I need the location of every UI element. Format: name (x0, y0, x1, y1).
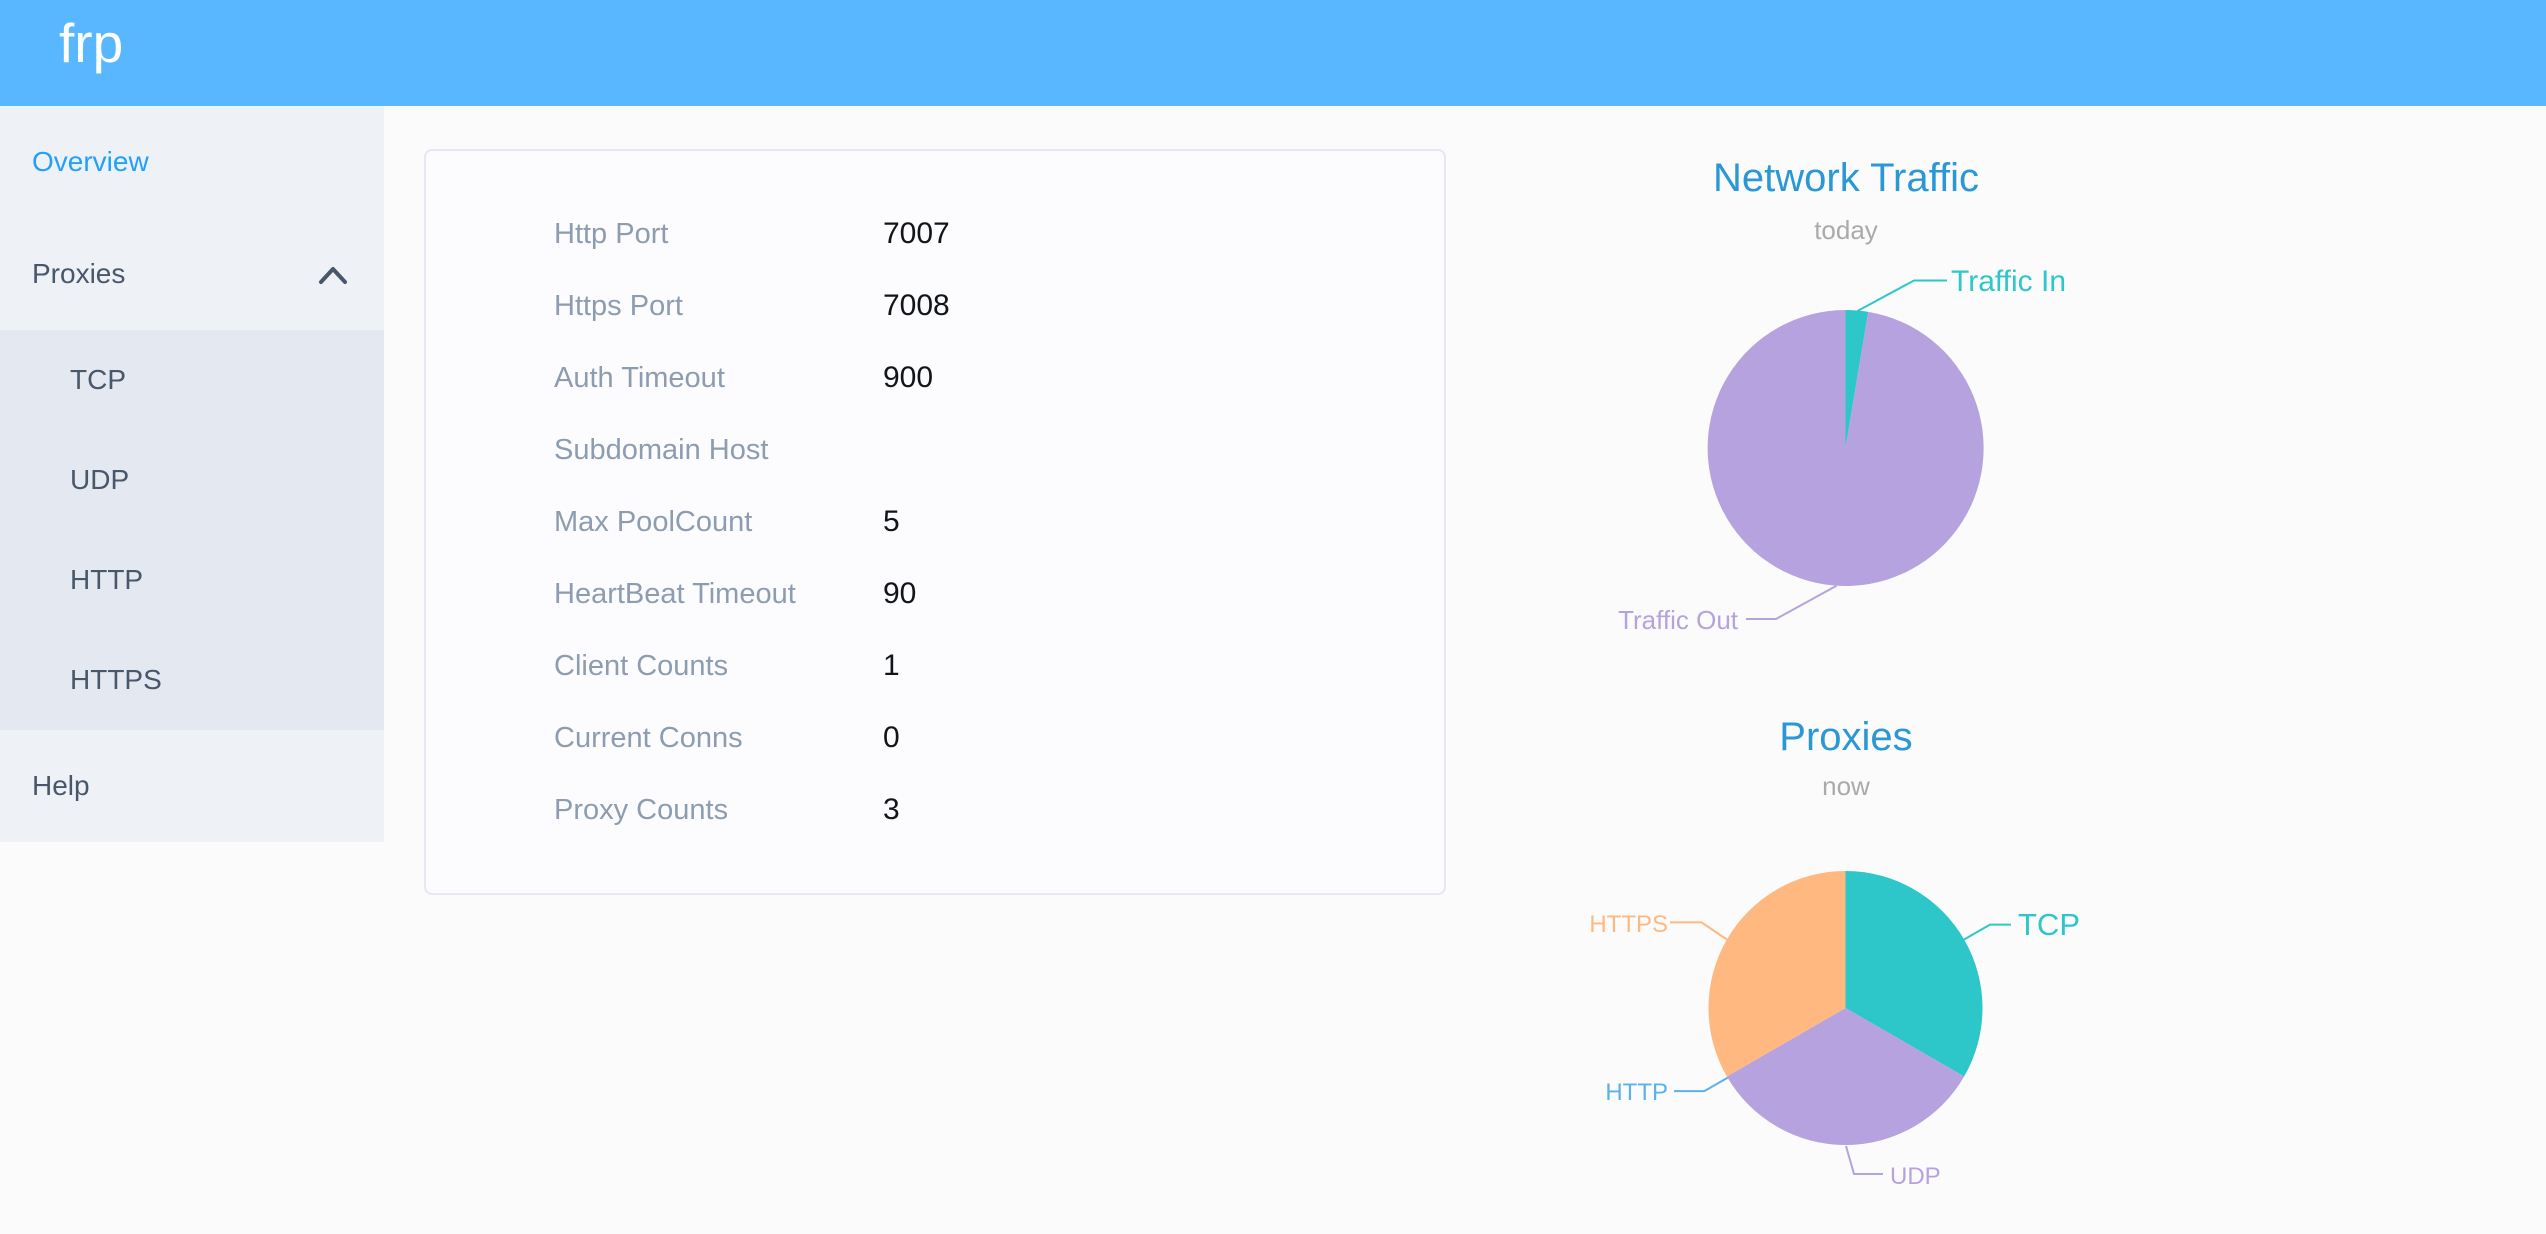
svg-text:HTTPS: HTTPS (1589, 911, 1668, 938)
svg-text:TCP: TCP (2018, 907, 2080, 942)
svg-text:today: today (1814, 215, 1878, 245)
svg-text:HTTP: HTTP (1605, 1079, 1668, 1106)
svg-text:UDP: UDP (1890, 1163, 1941, 1190)
svg-text:now: now (1822, 771, 1870, 801)
svg-text:Traffic Out: Traffic Out (1618, 605, 1739, 635)
svg-text:Network Traffic: Network Traffic (1713, 156, 1979, 200)
svg-text:Proxies: Proxies (1779, 715, 1912, 759)
svg-text:Traffic In: Traffic In (1951, 265, 2066, 298)
